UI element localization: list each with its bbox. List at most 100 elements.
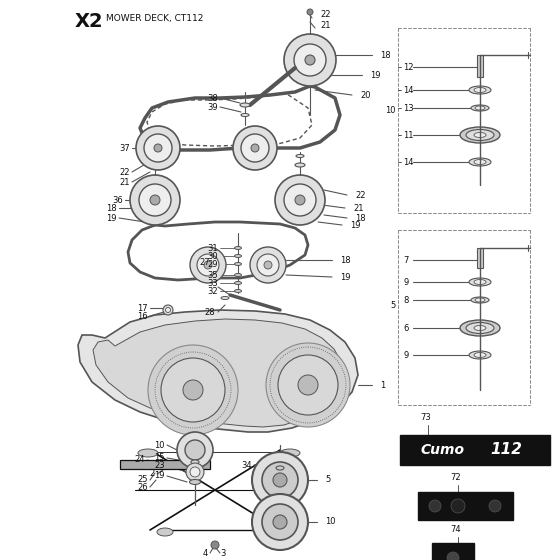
Text: 14: 14 (403, 157, 413, 166)
Text: 19: 19 (350, 221, 361, 230)
Ellipse shape (474, 352, 486, 357)
Text: 25: 25 (138, 475, 148, 484)
Text: 30: 30 (207, 251, 218, 260)
Circle shape (161, 358, 225, 422)
Text: 5: 5 (325, 475, 330, 484)
Text: 2: 2 (150, 469, 155, 478)
Text: 74: 74 (450, 525, 461, 534)
Text: 18: 18 (106, 203, 117, 212)
Ellipse shape (475, 106, 485, 110)
Text: 15: 15 (155, 454, 165, 463)
Text: 13: 13 (403, 104, 414, 113)
Circle shape (429, 500, 441, 512)
Ellipse shape (221, 296, 229, 300)
Ellipse shape (469, 86, 491, 94)
Ellipse shape (466, 323, 494, 334)
Circle shape (273, 473, 287, 487)
Circle shape (266, 343, 350, 427)
Circle shape (204, 261, 212, 269)
Circle shape (211, 541, 219, 549)
Circle shape (166, 307, 170, 312)
Circle shape (197, 254, 219, 276)
Text: 23: 23 (155, 461, 165, 470)
Text: 22: 22 (320, 10, 330, 18)
Ellipse shape (151, 155, 159, 157)
Text: 10: 10 (155, 441, 165, 450)
Polygon shape (93, 319, 344, 427)
Ellipse shape (469, 158, 491, 166)
Polygon shape (78, 310, 358, 432)
Ellipse shape (474, 325, 486, 330)
Circle shape (190, 247, 226, 283)
Text: 34: 34 (241, 460, 252, 469)
Ellipse shape (475, 298, 485, 302)
Ellipse shape (474, 160, 486, 165)
Bar (477, 248, 483, 268)
Text: 6: 6 (403, 324, 408, 333)
Text: 9: 9 (403, 351, 408, 360)
Text: 36: 36 (112, 195, 123, 204)
Circle shape (177, 432, 213, 468)
Circle shape (284, 34, 336, 86)
Circle shape (148, 345, 238, 435)
Circle shape (264, 261, 272, 269)
Ellipse shape (157, 528, 173, 536)
Text: 21: 21 (353, 203, 363, 212)
Text: 28: 28 (204, 307, 215, 316)
Text: 9: 9 (403, 278, 408, 287)
Circle shape (130, 175, 180, 225)
Ellipse shape (466, 129, 494, 141)
Circle shape (489, 500, 501, 512)
Text: 73: 73 (420, 413, 431, 422)
Circle shape (307, 9, 313, 15)
Circle shape (252, 452, 308, 508)
Ellipse shape (280, 449, 300, 457)
Circle shape (139, 184, 171, 216)
Ellipse shape (235, 282, 241, 284)
Circle shape (294, 44, 326, 76)
Circle shape (275, 175, 325, 225)
Circle shape (250, 247, 286, 283)
Ellipse shape (469, 278, 491, 286)
Ellipse shape (474, 133, 486, 138)
Ellipse shape (276, 466, 284, 470)
Text: 12: 12 (403, 63, 413, 72)
Bar (400, 435, 550, 465)
Circle shape (190, 467, 200, 477)
Bar (432, 543, 474, 560)
Text: 37: 37 (119, 143, 130, 152)
Text: 10: 10 (385, 105, 396, 114)
Text: 14: 14 (403, 86, 413, 95)
Text: 35: 35 (207, 270, 218, 279)
Ellipse shape (471, 297, 489, 303)
Ellipse shape (469, 351, 491, 359)
Text: 11: 11 (403, 130, 413, 139)
Text: 24: 24 (134, 455, 145, 464)
Circle shape (305, 55, 315, 65)
Ellipse shape (235, 246, 241, 250)
Circle shape (183, 380, 203, 400)
Text: 1: 1 (380, 380, 385, 390)
Ellipse shape (474, 279, 486, 284)
Bar (418, 492, 513, 520)
Ellipse shape (150, 163, 160, 167)
Text: 17: 17 (137, 304, 148, 312)
Text: 18: 18 (355, 213, 366, 222)
Text: X2: X2 (75, 12, 104, 31)
Circle shape (144, 134, 172, 162)
Circle shape (154, 144, 162, 152)
Text: 18: 18 (380, 50, 391, 59)
Ellipse shape (471, 105, 489, 111)
Text: 26: 26 (137, 483, 148, 492)
Text: 33: 33 (207, 278, 218, 287)
Ellipse shape (296, 155, 304, 157)
Bar (120, 460, 210, 469)
Bar (477, 55, 483, 77)
Ellipse shape (295, 163, 305, 167)
Ellipse shape (240, 103, 250, 107)
Text: 21: 21 (320, 21, 330, 30)
Circle shape (278, 355, 338, 415)
Text: 39: 39 (207, 102, 218, 111)
Ellipse shape (241, 114, 249, 116)
Text: 7: 7 (403, 255, 408, 264)
